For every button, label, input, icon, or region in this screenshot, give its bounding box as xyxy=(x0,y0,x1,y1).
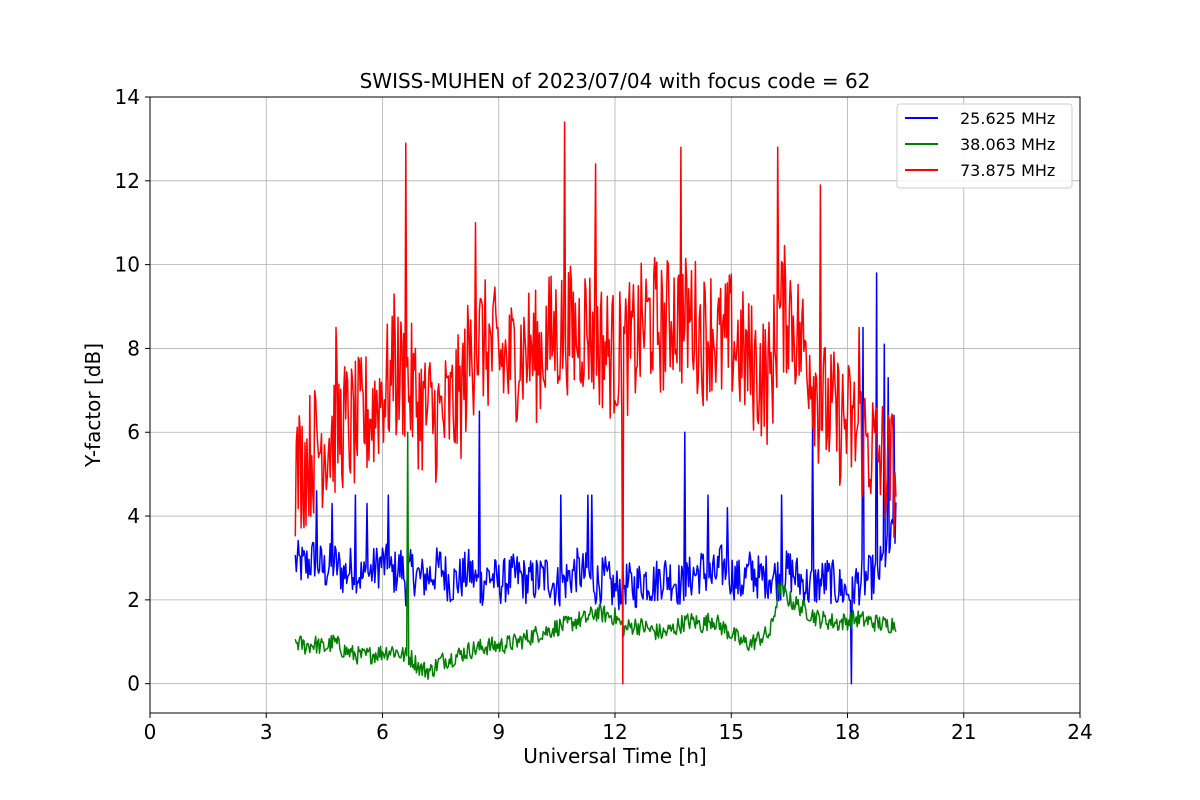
x-tick-label: 21 xyxy=(951,720,976,744)
series-line xyxy=(294,272,897,685)
x-tick-label: 24 xyxy=(1067,720,1092,744)
y-tick-label: 12 xyxy=(115,169,140,193)
legend-box xyxy=(896,103,1073,189)
x-tick-label: 9 xyxy=(492,720,505,744)
x-axis-label: Universal Time [h] xyxy=(523,744,706,768)
y-tick-label: 6 xyxy=(127,420,140,444)
series-line xyxy=(294,121,897,685)
x-tick-label: 18 xyxy=(835,720,860,744)
y-tick-label: 0 xyxy=(127,672,140,696)
x-tick-label: 6 xyxy=(376,720,389,744)
legend: 25.625 MHz 38.063 MHz 73.875 MHz xyxy=(896,103,1073,189)
x-tick-label: 12 xyxy=(602,720,627,744)
y-tick-label: 2 xyxy=(127,588,140,612)
chart-title: SWISS-MUHEN of 2023/07/04 with focus cod… xyxy=(360,69,871,93)
series-line xyxy=(294,431,897,680)
series-lines xyxy=(294,121,897,685)
y-tick-label: 14 xyxy=(115,85,140,109)
x-tick-label: 0 xyxy=(144,720,157,744)
legend-label: 25.625 MHz xyxy=(960,109,1055,128)
x-tick-label: 3 xyxy=(260,720,273,744)
y-tick-label: 4 xyxy=(127,504,140,528)
legend-label: 38.063 MHz xyxy=(960,135,1055,154)
legend-label: 73.875 MHz xyxy=(960,161,1055,180)
y-tick-label: 8 xyxy=(127,336,140,360)
y-tick-label: 10 xyxy=(115,253,140,277)
x-tick-label: 15 xyxy=(719,720,744,744)
y-axis-label: Y-factor [dB] xyxy=(81,343,105,468)
